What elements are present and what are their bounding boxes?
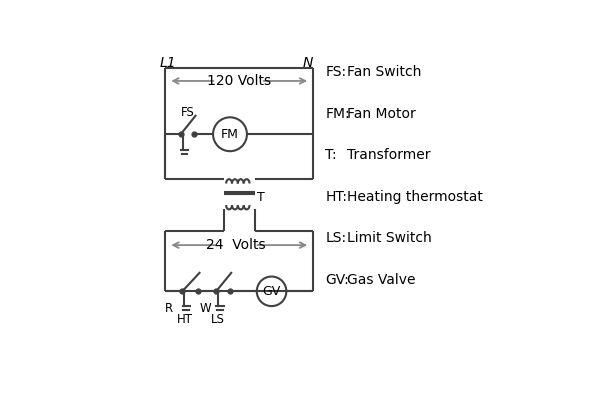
Text: HT: HT	[177, 313, 193, 326]
Text: FM:: FM:	[326, 106, 350, 120]
Text: 120 Volts: 120 Volts	[207, 74, 271, 88]
Text: Gas Valve: Gas Valve	[347, 273, 415, 287]
Text: Heating thermostat: Heating thermostat	[347, 190, 483, 204]
Text: Fan Switch: Fan Switch	[347, 65, 421, 79]
Text: R: R	[165, 302, 173, 315]
Text: L1: L1	[159, 56, 176, 70]
Text: LS: LS	[211, 313, 225, 326]
Text: 24  Volts: 24 Volts	[206, 238, 266, 252]
Text: LS:: LS:	[326, 231, 346, 245]
Text: FM: FM	[221, 128, 239, 141]
Text: N: N	[303, 56, 313, 70]
Text: GV: GV	[263, 285, 281, 298]
Text: FS: FS	[181, 106, 195, 119]
Text: Fan Motor: Fan Motor	[347, 106, 416, 120]
Text: FS:: FS:	[326, 65, 346, 79]
Text: HT:: HT:	[326, 190, 348, 204]
Text: T: T	[257, 191, 264, 204]
Text: W: W	[199, 302, 211, 315]
Text: Limit Switch: Limit Switch	[347, 231, 432, 245]
Text: GV:: GV:	[326, 273, 349, 287]
Text: Transformer: Transformer	[347, 148, 431, 162]
Text: T:: T:	[326, 148, 337, 162]
